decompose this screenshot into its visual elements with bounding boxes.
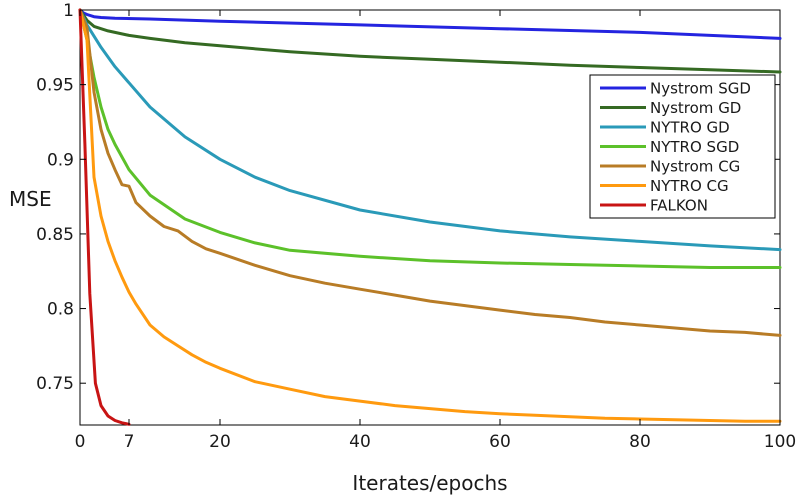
y-tick-label: 1 (63, 1, 74, 21)
legend-label-nytro-sgd: NYTRO SGD (650, 138, 739, 156)
y-tick-label: 0.9 (47, 150, 74, 170)
legend-label-nytro-cg: NYTRO CG (650, 177, 729, 195)
x-tick-label: 0 (75, 432, 86, 452)
y-tick-label: 0.75 (36, 374, 74, 394)
x-tick-label: 20 (209, 432, 231, 452)
x-tick-label: 40 (349, 432, 371, 452)
series-line-nytro-gd (78, 8, 782, 252)
series-line-falkon (78, 8, 131, 426)
y-tick-label: 0.8 (47, 300, 74, 320)
x-axis-title: Iterates/epochs (352, 471, 507, 495)
plot-area: 0 7 20 40 60 80 100 0.75 0.8 0.85 0.9 0.95 1 (36, 1, 796, 452)
legend-label-falkon: FALKON (650, 197, 708, 215)
legend-label-nystrom-gd: Nystrom GD (650, 99, 741, 117)
legend-label-nytro-gd: NYTRO GD (650, 119, 730, 137)
x-tick-label: 100 (764, 432, 796, 452)
legend-label-nystrom-cg: Nystrom CG (650, 158, 740, 176)
x-tick-label: 7 (124, 432, 135, 452)
series-line-nytro-sgd (78, 8, 782, 269)
x-axis-ticks: 0 7 20 40 60 80 100 (75, 10, 796, 452)
legend-label-nystrom-sgd: Nystrom SGD (650, 80, 751, 98)
x-tick-label: 80 (629, 432, 651, 452)
x-tick-label: 60 (489, 432, 511, 452)
y-tick-label: 0.95 (36, 76, 74, 96)
y-axis-ticks: 0.75 0.8 0.85 0.9 0.95 1 (36, 1, 780, 394)
series-line-nystrom-sgd (78, 8, 782, 40)
series-line-nystrom-cg (78, 8, 782, 337)
series-line-nystrom-gd (78, 8, 782, 74)
y-axis-title: MSE (9, 187, 52, 211)
y-tick-label: 0.85 (36, 225, 74, 245)
series-lines (78, 8, 782, 426)
series-line-nytro-cg (78, 8, 782, 423)
